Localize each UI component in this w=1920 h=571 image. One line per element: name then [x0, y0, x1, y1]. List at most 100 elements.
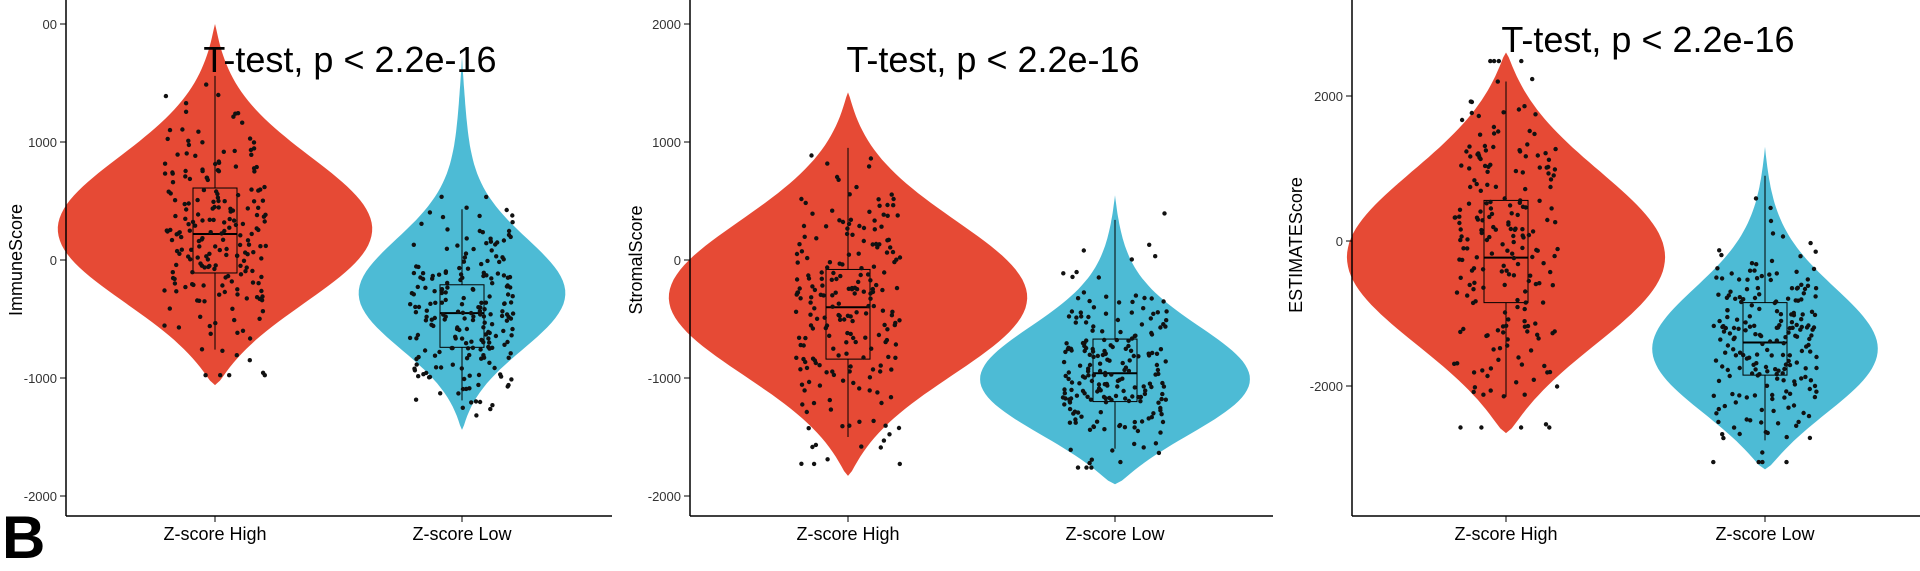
data-point	[479, 337, 484, 343]
data-point	[1770, 392, 1775, 398]
data-point	[1491, 144, 1496, 150]
data-point	[866, 303, 871, 309]
violin-high	[57, 24, 373, 386]
data-point	[186, 222, 191, 227]
data-point	[1532, 131, 1537, 137]
data-point	[220, 237, 226, 242]
data-point	[1530, 254, 1535, 260]
data-point	[1741, 352, 1746, 358]
data-point	[802, 234, 807, 239]
data-point	[897, 255, 903, 260]
data-point	[1479, 230, 1484, 236]
data-point	[1757, 306, 1762, 312]
data-point	[1804, 344, 1809, 349]
data-point	[1161, 299, 1166, 304]
data-point	[189, 247, 194, 252]
iqr-box	[1742, 302, 1788, 376]
data-point	[1128, 348, 1134, 353]
data-point	[1725, 308, 1730, 313]
data-point	[501, 238, 507, 243]
data-point	[878, 445, 883, 450]
data-point	[1807, 336, 1812, 342]
data-point	[1547, 425, 1552, 430]
data-point	[1113, 393, 1119, 399]
data-point	[1790, 325, 1795, 330]
data-point	[1526, 232, 1532, 238]
data-point	[187, 228, 192, 233]
data-point	[471, 287, 476, 292]
data-point	[211, 199, 216, 204]
data-point	[193, 153, 198, 158]
data-point	[1812, 383, 1818, 389]
data-point	[1513, 168, 1519, 174]
data-point	[1088, 397, 1094, 402]
data-point	[1715, 266, 1720, 271]
data-point	[493, 333, 499, 339]
data-point	[858, 272, 863, 278]
data-point	[1787, 362, 1793, 368]
data-point	[1114, 337, 1120, 343]
x-tick-label-high: Z-score High	[1454, 524, 1557, 544]
data-point	[1752, 393, 1758, 398]
data-point	[804, 409, 809, 415]
violin-low	[1652, 146, 1878, 470]
data-point	[1465, 293, 1470, 298]
data-point	[166, 189, 171, 194]
data-point	[467, 373, 472, 378]
data-point	[867, 388, 872, 393]
data-point	[1063, 349, 1068, 355]
data-point	[1452, 361, 1457, 366]
data-point	[876, 197, 881, 202]
data-point	[1158, 408, 1163, 413]
data-point	[848, 217, 854, 222]
data-point	[1063, 396, 1068, 401]
data-point	[1074, 269, 1079, 275]
data-point	[1775, 376, 1780, 381]
data-point	[469, 400, 474, 405]
data-point	[482, 320, 487, 325]
data-point	[1774, 338, 1780, 343]
data-point	[1516, 355, 1521, 360]
data-point	[1089, 378, 1095, 384]
data-point	[460, 310, 466, 315]
data-point	[478, 312, 483, 317]
data-point	[502, 342, 507, 347]
data-point	[1737, 431, 1742, 437]
data-point	[1108, 343, 1113, 348]
data-point	[240, 221, 246, 227]
data-point	[1156, 450, 1162, 456]
data-point	[889, 192, 894, 197]
data-point	[1724, 295, 1730, 300]
data-point	[1812, 394, 1818, 400]
data-point	[484, 194, 489, 200]
data-point	[1749, 261, 1755, 266]
data-point	[1717, 248, 1722, 253]
data-point	[1465, 246, 1470, 251]
data-point	[1489, 251, 1495, 256]
data-point	[1474, 181, 1479, 187]
data-point	[218, 373, 223, 378]
data-point	[1776, 368, 1781, 373]
data-point	[1807, 435, 1813, 441]
data-point	[1069, 387, 1074, 393]
y-tick-label: -2000	[24, 489, 57, 504]
data-point	[462, 255, 468, 260]
data-point	[1743, 328, 1748, 333]
data-point	[179, 247, 184, 252]
data-point	[1066, 314, 1072, 319]
data-point	[459, 336, 465, 341]
data-point	[830, 208, 835, 213]
data-point	[192, 223, 198, 228]
data-point	[174, 262, 179, 268]
data-point	[430, 273, 435, 279]
data-point	[186, 201, 191, 206]
data-point	[861, 225, 867, 231]
data-point	[1725, 367, 1731, 373]
data-point	[495, 271, 501, 276]
data-point	[445, 280, 450, 286]
y-axis-label: StromalScore	[626, 205, 646, 314]
data-point	[1731, 336, 1736, 342]
data-point	[1505, 343, 1510, 348]
data-point	[495, 240, 500, 245]
data-point	[1521, 235, 1526, 240]
